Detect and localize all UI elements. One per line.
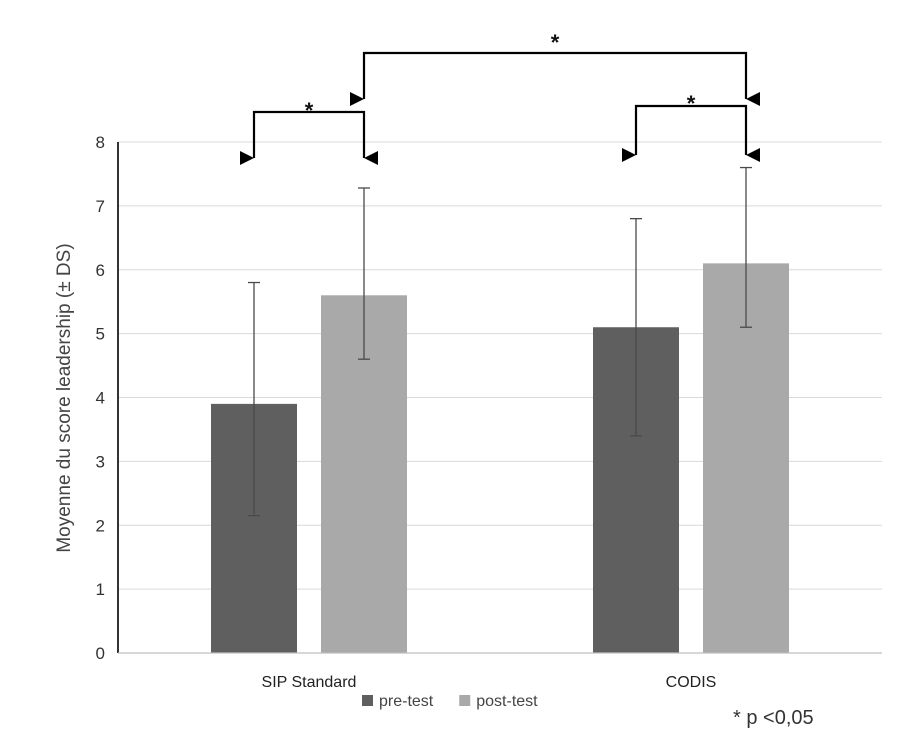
x-tick-label: CODIS — [666, 674, 717, 691]
y-tick-label: 1 — [96, 580, 105, 599]
y-axis-label: Moyenne du score leadership (± DS) — [54, 243, 75, 552]
y-tick-label: 8 — [96, 133, 105, 152]
significance-star: * — [551, 30, 560, 55]
y-tick-label: 7 — [96, 197, 105, 216]
axes: 0 1 2 3 4 5 6 7 8 SIP Standard CODIS — [96, 133, 882, 691]
legend-label-pre-test: pre-test — [379, 693, 434, 710]
significance-bracket — [350, 51, 760, 106]
y-tick-label: 4 — [96, 389, 105, 408]
y-tick-label: 2 — [96, 516, 105, 535]
legend-swatch-pre-test — [362, 695, 373, 706]
y-tick-label: 0 — [96, 644, 105, 663]
y-tick-label: 5 — [96, 325, 105, 344]
legend: pre-test post-test — [362, 693, 538, 710]
bar-post-test-1 — [703, 263, 789, 653]
legend-label-post-test: post-test — [476, 693, 538, 710]
significance-note: * p <0,05 — [733, 707, 814, 729]
bars — [211, 166, 789, 653]
significance-star: * — [305, 98, 314, 123]
significance-bracket — [622, 104, 760, 162]
significance-star: * — [687, 91, 696, 116]
legend-swatch-post-test — [459, 695, 471, 706]
y-tick-label: 6 — [96, 261, 105, 280]
significance-bracket — [240, 110, 378, 165]
x-tick-label: SIP Standard — [262, 674, 357, 691]
significance-brackets: * * * — [240, 30, 760, 165]
y-tick-label: 3 — [96, 452, 105, 471]
